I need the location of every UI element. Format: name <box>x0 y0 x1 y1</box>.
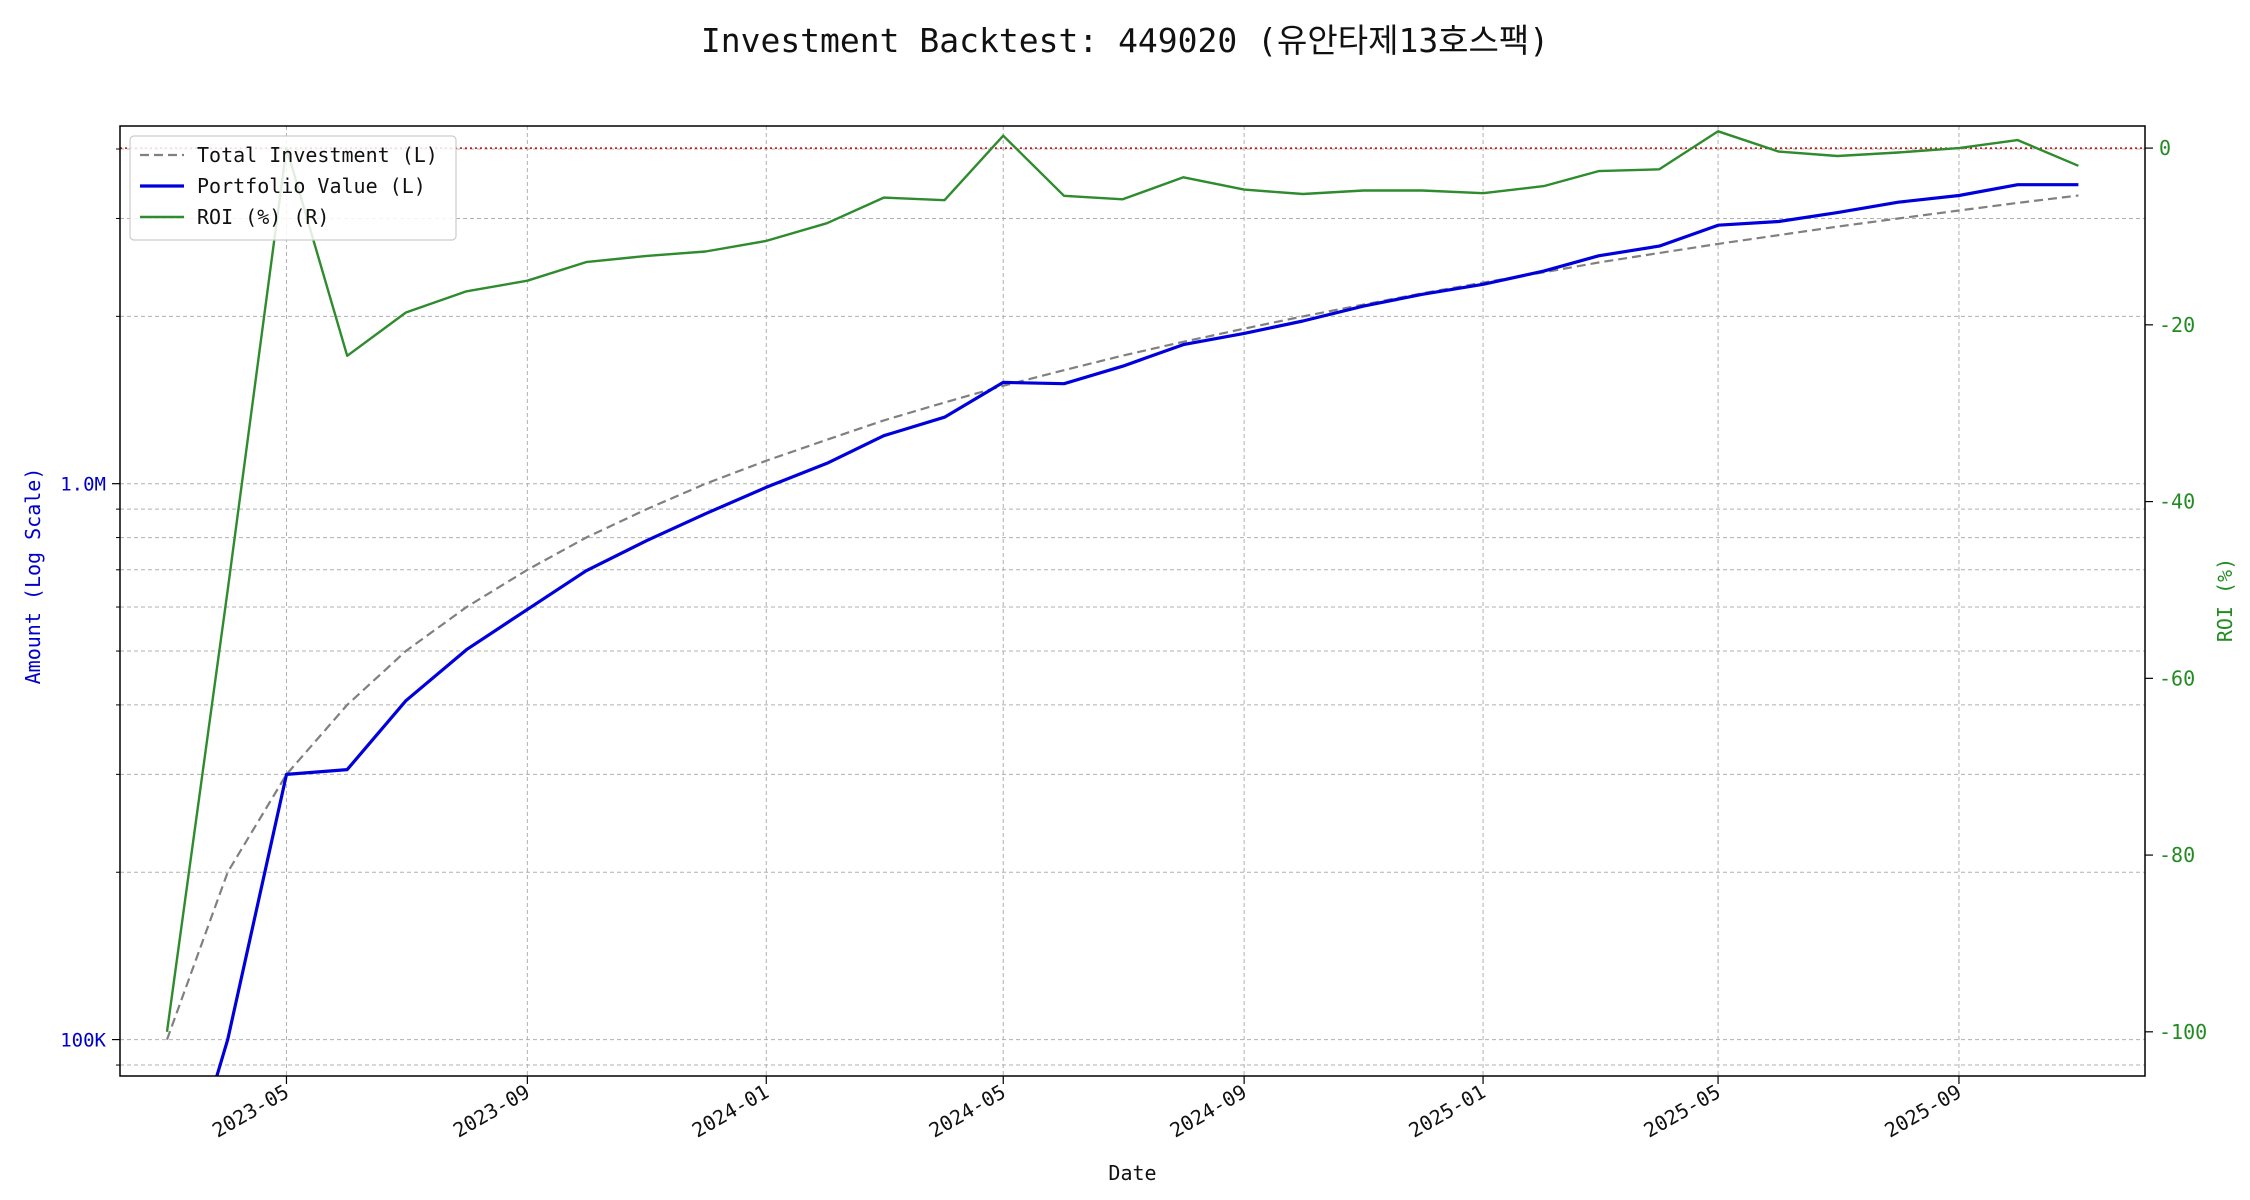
x-tick-label: 2025-01 <box>1405 1080 1490 1143</box>
x-tick-label: 2024-05 <box>925 1080 1010 1143</box>
y-right-axis-label: ROI (%) <box>2213 558 2237 642</box>
portfolio-value-line <box>215 183 2079 1076</box>
y-left-axis-label: Amount (Log Scale) <box>21 468 45 685</box>
series-group <box>165 130 2079 1076</box>
legend: Total Investment (L) Portfolio Value (L) R… <box>129 135 457 241</box>
x-tick-label: 2025-09 <box>1880 1080 1965 1143</box>
x-tick-label: 2023-09 <box>449 1080 534 1143</box>
y-right-tick-label: -100 <box>2159 1020 2207 1044</box>
legend-box <box>129 135 457 241</box>
roi-line <box>165 130 2079 1032</box>
chart-title: Investment Backtest: 449020 (유안타제13호스팩) <box>700 21 1550 60</box>
y-right-tick-label: -80 <box>2159 843 2195 867</box>
legend-label: ROI (%) (R) <box>197 205 329 229</box>
legend-label: Total Investment (L) <box>197 143 438 167</box>
x-tick-label: 2024-09 <box>1166 1080 1251 1143</box>
x-tick-label: 2024-01 <box>688 1080 773 1143</box>
total-investment-line <box>165 194 2079 1040</box>
y-right-tick-label: 0 <box>2159 136 2171 160</box>
x-tick-label: 2025-05 <box>1640 1080 1725 1143</box>
x-axis-label: Date <box>1108 1161 1156 1185</box>
y-left-tick-label: 1.0M <box>60 474 106 496</box>
y-left-tick-label: 100K <box>60 1030 106 1052</box>
legend-label: Portfolio Value (L) <box>197 174 426 198</box>
x-tick-label: 2023-05 <box>208 1080 293 1143</box>
plot-frame <box>119 125 2146 1077</box>
y-right-tick-label: -40 <box>2159 490 2195 514</box>
grid-lines <box>120 126 2145 1076</box>
y-right-tick-label: -20 <box>2159 313 2195 337</box>
y-right-tick-label: -60 <box>2159 666 2195 690</box>
